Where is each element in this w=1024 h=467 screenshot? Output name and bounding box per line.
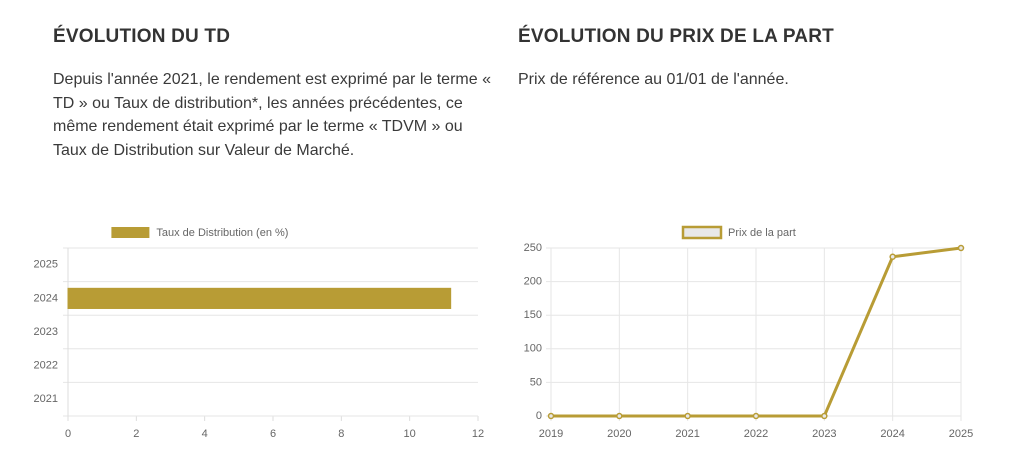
x-tick-label: 2023 (812, 428, 836, 440)
y-tick-label: 100 (524, 343, 542, 355)
point (957, 244, 965, 252)
legend-swatch (681, 225, 723, 240)
x-tick-label: 2020 (607, 428, 631, 440)
x-tick-label: 2024 (880, 428, 904, 440)
x-tick-label: 2022 (744, 428, 768, 440)
x-tick-label: 12 (472, 428, 484, 440)
x-tick-label: 0 (65, 428, 71, 440)
section-text: Depuis l'année 2021, le rendement est ex… (53, 71, 491, 159)
x-tick-label: 10 (404, 428, 416, 440)
y-tick-label: 200 (524, 276, 542, 288)
section-title: ÉVOLUTION DU TD (53, 26, 231, 47)
point (684, 412, 691, 420)
legend-swatch (111, 227, 150, 238)
y-tick-label: 250 (524, 242, 542, 254)
section: ÉVOLUTION DU TD Depuis l'année 2021, le … (53, 26, 493, 162)
point (821, 412, 828, 420)
y-tick-label: 2021 (34, 393, 58, 405)
y-tick-label: 2024 (34, 292, 58, 304)
y-tick-label: 0 (536, 410, 542, 422)
x-tick-label: 2019 (539, 428, 563, 440)
legend-label: Prix de la part (728, 227, 796, 239)
point (547, 412, 555, 420)
bar (67, 287, 452, 309)
x-tick-label: 2021 (675, 428, 699, 440)
x-tick-label: 2 (133, 428, 139, 440)
section-title: ÉVOLUTION DU PRIX DE LA PART (518, 26, 834, 47)
point (889, 253, 896, 260)
y-tick-label: 50 (530, 376, 542, 388)
x-tick-label: 6 (270, 428, 276, 440)
x-tick-label: 2025 (949, 428, 973, 440)
y-tick-label: 2022 (34, 360, 58, 372)
legend-label: Taux de Distribution (en %) (156, 227, 288, 239)
x-tick-label: 4 (202, 428, 208, 440)
y-tick-label: 2025 (34, 259, 58, 271)
point (616, 412, 623, 420)
section-text: Prix de référence au 01/01 de l'année. (518, 71, 789, 88)
y-tick-label: 150 (524, 309, 542, 321)
y-tick-label: 2023 (34, 326, 58, 338)
x-tick-label: 8 (338, 428, 344, 440)
section: ÉVOLUTION DU PRIX DE LA PART Prix de réf… (518, 26, 958, 92)
point (752, 412, 760, 420)
